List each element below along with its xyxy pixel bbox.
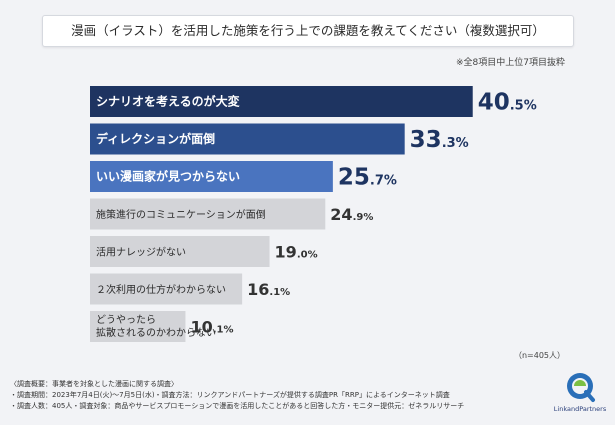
category-label-3: いい漫画家が見つからない bbox=[96, 169, 240, 184]
value-label-4: 24.9% bbox=[330, 205, 373, 224]
bar-4 bbox=[90, 198, 326, 230]
logo-mark-icon bbox=[567, 373, 595, 402]
footer-line-1: 〈調査概要：事業者を対象とした漫画に関する調査〉 bbox=[10, 380, 178, 388]
value-label-3: 25.7% bbox=[338, 165, 397, 191]
survey-footer: 〈調査概要：事業者を対象とした漫画に関する調査〉 ・調査期間：2023年7月4日… bbox=[10, 379, 530, 412]
category-label-2: ディレクションが面倒 bbox=[96, 131, 215, 146]
category-label-6: ２次利用の仕方がわからない bbox=[96, 283, 226, 296]
bar-1 bbox=[90, 86, 473, 117]
bar-7 bbox=[90, 311, 186, 342]
footer-line-2: ・調査期間：2023年7月4日(火)～7月5日(水)・調査方法：リンクアンドパー… bbox=[10, 391, 450, 399]
value-label-2: 33.3% bbox=[410, 127, 469, 153]
linkandpartners-logo: LinkandPartners bbox=[553, 368, 607, 418]
selection-note: ※全8項目中上位7項目抜粋 bbox=[456, 58, 565, 68]
category-label-1: シナリオを考えるのが大変 bbox=[96, 94, 241, 109]
sample-size-note: （n=405人） bbox=[513, 351, 565, 360]
title-box: 漫画（イラスト）を活用した施策を行う上での課題を教えてください（複数選択可） bbox=[42, 15, 574, 47]
value-label-6: 16.1% bbox=[247, 280, 290, 299]
category-label-5: 活用ナレッジがない bbox=[96, 246, 186, 259]
category-label-4: 施策進行のコミュニケーションが面倒 bbox=[96, 208, 266, 221]
value-label-1: 40.5% bbox=[478, 90, 537, 116]
chart-title: 漫画（イラスト）を活用した施策を行う上での課題を教えてください（複数選択可） bbox=[71, 23, 545, 38]
bar-5 bbox=[90, 236, 270, 267]
bar-6 bbox=[90, 273, 243, 305]
value-label-7: 10.1% bbox=[190, 318, 233, 337]
footer-line-3: ・調査人数：405人・調査対象：商品やサービスプロモーションで漫画を活用したこと… bbox=[10, 402, 465, 410]
category-label-7: どうやったら拡散されるのかわからない bbox=[96, 314, 216, 339]
bar-2 bbox=[90, 123, 405, 155]
value-label-5: 19.0% bbox=[275, 243, 318, 262]
bar-3 bbox=[90, 161, 333, 192]
logo-text: LinkandPartners bbox=[553, 405, 607, 413]
